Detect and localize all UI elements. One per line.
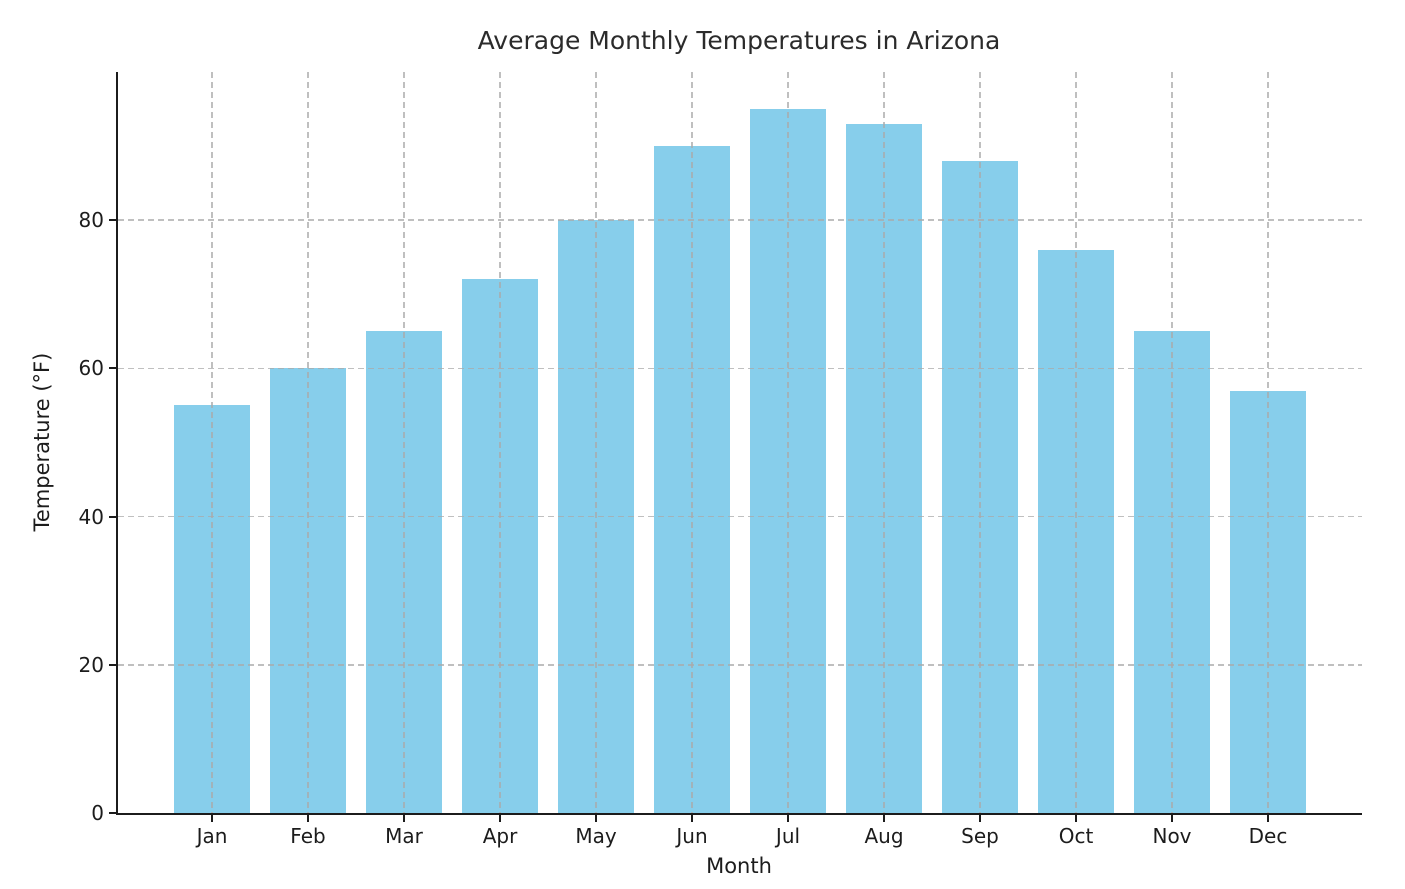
chart-title: Average Monthly Temperatures in Arizona [477, 26, 1001, 55]
v-gridline [1171, 72, 1173, 813]
x-tick-label: Nov [1152, 824, 1192, 848]
x-tick-label: Sep [961, 824, 999, 848]
x-tick-label: Aug [864, 824, 904, 848]
x-tick-label: Mar [385, 824, 423, 848]
x-tick [403, 815, 405, 822]
y-tick-label: 20 [78, 652, 104, 677]
x-tick [691, 815, 693, 822]
h-gridline [118, 664, 1362, 666]
y-tick-label: 60 [78, 356, 104, 381]
h-gridline [118, 515, 1362, 518]
v-gridline [211, 72, 213, 813]
y-tick-label: 40 [78, 504, 104, 529]
x-tick-label: Jan [196, 824, 228, 848]
x-tick-label: Feb [290, 824, 326, 848]
y-tick [109, 663, 116, 666]
h-gridline [118, 219, 1362, 221]
x-tick-label: Dec [1248, 824, 1288, 848]
v-gridline [1075, 72, 1077, 813]
x-tick [307, 815, 309, 822]
x-tick-label: May [575, 824, 617, 848]
y-tick [109, 367, 116, 370]
x-axis-label: Month [706, 854, 772, 878]
v-gridline [787, 72, 789, 813]
y-axis-label: Temperature (°F) [30, 352, 54, 532]
v-gridline [979, 72, 981, 813]
v-gridline [595, 72, 597, 813]
x-tick-label: Jul [775, 824, 801, 848]
x-tick [1267, 815, 1269, 822]
x-tick [211, 815, 213, 822]
x-tick-label: Oct [1058, 824, 1094, 848]
y-tick-label: 0 [91, 801, 104, 825]
y-tick-label: 80 [78, 208, 104, 233]
plot-area: 0 20 40 60 80 Jan Feb Mar Apr May Jun Jul Aug Sep Oct N… [79, 72, 1362, 848]
x-tick-label: Apr [482, 824, 518, 848]
v-gridline [403, 72, 405, 813]
x-tick [595, 815, 597, 822]
v-gridline [691, 72, 693, 813]
x-tick [787, 815, 789, 822]
v-gridline [307, 72, 309, 813]
v-gridline [1267, 72, 1269, 813]
y-tick [109, 515, 116, 518]
x-tick-label: Jun [676, 824, 708, 848]
y-tick [109, 219, 116, 222]
v-gridline [499, 72, 501, 813]
x-tick [1075, 815, 1077, 822]
x-tick [883, 815, 885, 822]
y-tick [109, 812, 116, 814]
x-tick [1171, 815, 1173, 822]
h-gridline [118, 367, 1362, 370]
x-tick [979, 815, 981, 822]
x-tick [499, 815, 501, 822]
v-gridline [883, 72, 885, 813]
